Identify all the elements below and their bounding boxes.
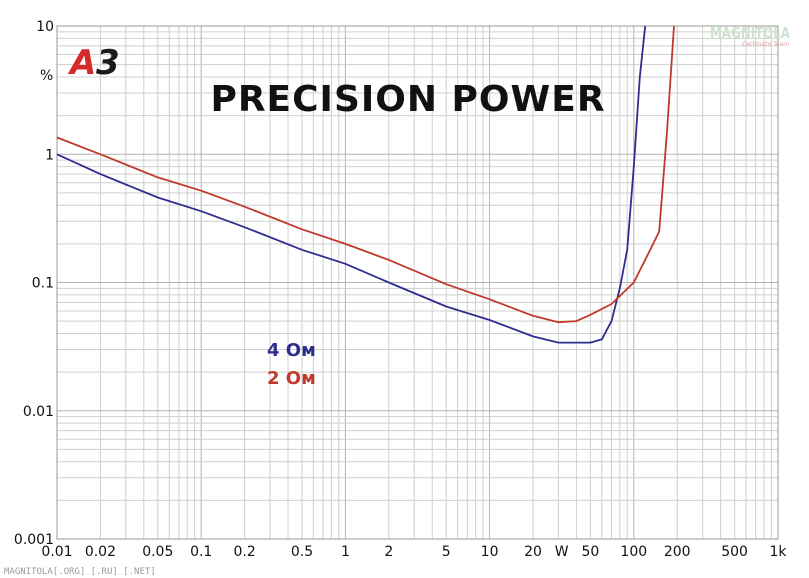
x-tick-label: 0.02 (85, 544, 116, 560)
logo-digit-3: 3 (96, 43, 120, 83)
bottom-watermark: MAGNITOLA[.ORG] [.RU] [.NET] (4, 567, 156, 577)
y-tick-label: 0.01 (23, 404, 54, 420)
legend-entry-2-ohm: 2 Ом (267, 368, 316, 389)
x-tick-label: 1k (769, 544, 787, 560)
x-axis-unit-label: W (555, 544, 569, 560)
logo-letter-a: A (67, 43, 96, 83)
plot-frame (56, 25, 779, 540)
x-tick-label: 500 (721, 544, 748, 560)
x-tick-label: 0.5 (291, 544, 313, 560)
series-line-2-ohm (56, 25, 675, 324)
logo: A 3 (67, 43, 120, 83)
x-tick-label: 1 (341, 544, 350, 560)
legend: 4 Ом 2 Ом (267, 340, 316, 389)
x-tick-label: 200 (664, 544, 691, 560)
x-tick-label: 0.05 (142, 544, 173, 560)
grid-layer (56, 25, 779, 540)
x-tick-label: 5 (442, 544, 451, 560)
x-tick-label: 50 (581, 544, 599, 560)
corner-watermark-text: MAGNITOLA (710, 24, 790, 42)
x-tick-label: 2 (384, 544, 393, 560)
y-axis-unit-label: % (40, 68, 53, 84)
y-tick-label: 10 (36, 19, 54, 35)
tick-label-layer: 0.01 0.02 0.05 0.1 0.2 0.5 1 2 5 10 20 50 100 200 500 1… (14, 19, 787, 560)
x-tick-label: 0.01 (41, 544, 72, 560)
x-tick-label: 100 (620, 544, 647, 560)
y-tick-label: 0.001 (14, 532, 54, 548)
chart-title: PRECISION POWER (210, 79, 605, 120)
x-tick-label: 10 (481, 544, 499, 560)
y-tick-label: 1 (45, 147, 54, 163)
x-tick-label: 20 (524, 544, 542, 560)
x-tick-label: 0.1 (190, 544, 212, 560)
corner-watermark: MAGNITOLA Cerbinato Team (710, 24, 790, 48)
series-layer (56, 25, 675, 344)
series-line-4-ohm (56, 25, 647, 344)
x-tick-label: 0.2 (233, 544, 255, 560)
y-tick-label: 0.1 (32, 276, 54, 292)
corner-watermark-subtext: Cerbinato Team (742, 41, 789, 48)
legend-entry-4-ohm: 4 Ом (267, 340, 316, 361)
